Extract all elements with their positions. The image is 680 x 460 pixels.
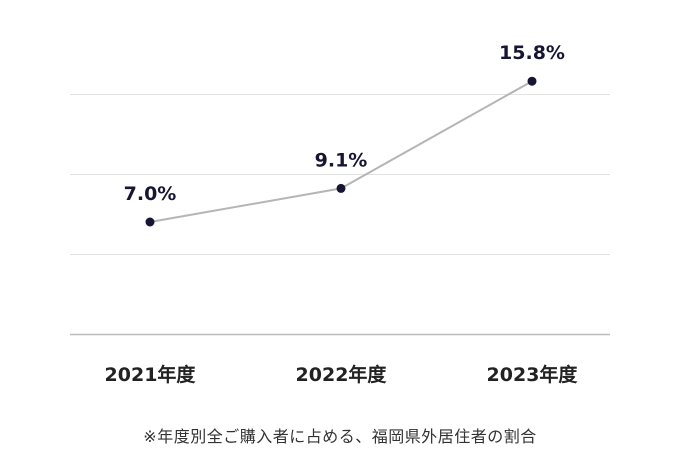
x-tick-label: 2021年度: [105, 363, 197, 386]
line-chart: 7.0% 9.1% 15.8% 2021年度 2022年度 2023年度: [70, 42, 610, 386]
data-label: 7.0%: [124, 183, 177, 205]
x-tick-label: 2023年度: [487, 363, 579, 386]
data-label: 15.8%: [499, 42, 565, 64]
data-point: [336, 183, 346, 193]
chart-footnote: ※年度別全ご購入者に占める、福岡県外居住者の割合: [143, 427, 537, 446]
x-tick-label: 2022年度: [296, 363, 388, 386]
data-label: 9.1%: [315, 149, 368, 171]
data-point: [527, 76, 537, 86]
data-point: [145, 217, 155, 227]
